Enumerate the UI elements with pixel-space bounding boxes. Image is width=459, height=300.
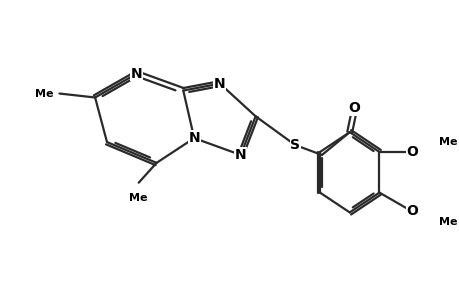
Text: Me: Me [129, 193, 148, 202]
Text: N: N [131, 67, 142, 81]
Text: N: N [188, 131, 200, 145]
Text: N: N [235, 148, 246, 162]
Text: N: N [214, 76, 225, 91]
Text: Me: Me [35, 88, 53, 98]
Text: O: O [405, 204, 417, 218]
Text: Me: Me [438, 217, 456, 227]
Text: O: O [405, 145, 417, 159]
Text: O: O [348, 101, 360, 116]
Text: S: S [290, 138, 300, 152]
Text: Me: Me [438, 137, 456, 147]
